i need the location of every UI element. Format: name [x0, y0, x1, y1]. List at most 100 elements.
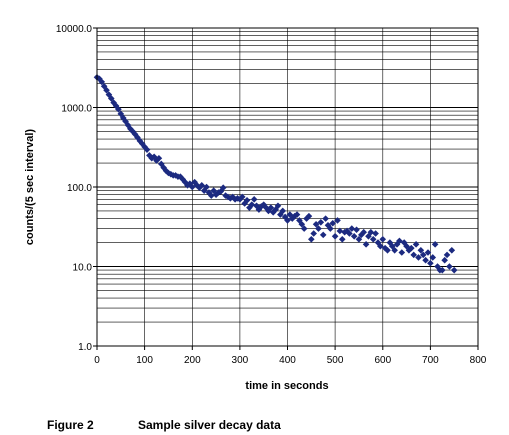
data-point — [415, 254, 422, 261]
data-point — [193, 182, 201, 189]
data-point — [157, 160, 165, 168]
data-point — [322, 215, 329, 222]
data-point — [424, 249, 432, 256]
data-point — [360, 228, 367, 236]
data-point — [215, 189, 222, 196]
data-point — [262, 204, 270, 211]
data-point — [410, 251, 418, 259]
figure-number: Figure 2 — [47, 418, 94, 432]
x-tick-label: 600 — [374, 355, 391, 366]
x-tick-label: 300 — [232, 355, 249, 366]
data-point — [434, 263, 441, 270]
x-tick-label: 0 — [94, 355, 100, 366]
data-point — [107, 95, 115, 102]
data-point — [160, 164, 167, 171]
data-point — [448, 246, 456, 254]
data-point — [260, 201, 267, 208]
data-point — [431, 241, 439, 248]
data-point — [134, 134, 141, 141]
data-point — [255, 206, 263, 213]
data-point — [367, 228, 375, 236]
data-point — [429, 254, 437, 261]
data-point — [446, 263, 453, 270]
x-tick-label: 800 — [470, 355, 487, 366]
data-point — [227, 195, 234, 202]
data-point — [222, 192, 229, 199]
data-point — [312, 220, 320, 228]
x-tick-label: 400 — [279, 355, 296, 366]
data-point — [203, 183, 210, 191]
data-point — [241, 200, 248, 207]
data-point — [124, 121, 132, 129]
y-tick-label: 1.0 — [78, 342, 92, 353]
data-point — [336, 227, 344, 235]
data-point — [317, 218, 325, 226]
data-point — [250, 196, 258, 203]
data-point — [338, 235, 346, 243]
data-point — [310, 230, 317, 237]
data-point — [148, 154, 156, 162]
data-point — [441, 256, 448, 264]
data-point — [372, 230, 379, 237]
x-tick-label: 100 — [136, 355, 153, 366]
data-point — [443, 251, 451, 259]
data-point — [365, 232, 372, 240]
data-point — [234, 195, 241, 202]
data-point — [386, 239, 394, 246]
data-point — [131, 131, 139, 138]
data-point — [391, 246, 398, 254]
data-point — [258, 203, 265, 210]
data-point — [324, 221, 332, 229]
data-point — [417, 246, 425, 254]
data-point — [315, 225, 322, 232]
data-point — [150, 153, 158, 161]
data-point — [300, 225, 308, 232]
data-point — [279, 207, 287, 215]
data-point — [172, 172, 179, 179]
data-point — [327, 225, 334, 232]
data-point — [143, 146, 151, 153]
data-point — [298, 220, 306, 228]
data-point — [419, 251, 427, 259]
data-points — [93, 73, 458, 274]
data-point — [198, 182, 206, 189]
data-point — [393, 241, 401, 248]
data-point — [374, 239, 382, 246]
data-point — [427, 259, 434, 267]
data-point — [348, 225, 356, 232]
data-point — [196, 184, 203, 191]
data-point — [350, 232, 358, 240]
x-axis-label: time in seconds — [245, 380, 328, 392]
x-tick-label: 200 — [184, 355, 201, 366]
data-point — [398, 249, 406, 256]
data-point — [191, 178, 198, 186]
data-point — [205, 189, 213, 196]
data-point — [396, 237, 403, 245]
data-point — [388, 242, 396, 250]
data-point — [293, 211, 301, 218]
data-point — [186, 180, 194, 188]
data-point — [408, 244, 415, 252]
data-point — [284, 217, 291, 224]
data-point — [412, 241, 420, 248]
figure-caption: Sample silver decay data — [138, 418, 281, 432]
data-point — [219, 184, 227, 191]
data-point — [450, 266, 458, 274]
x-tick-label: 700 — [422, 355, 439, 366]
data-point — [277, 211, 284, 218]
data-point — [369, 235, 377, 243]
data-point — [329, 219, 337, 227]
data-point — [319, 231, 327, 239]
data-point — [115, 105, 122, 113]
data-point — [210, 187, 217, 194]
data-point — [246, 204, 253, 211]
data-point — [438, 266, 446, 274]
data-point — [208, 192, 215, 199]
y-axis-label: counts/(5 sec interval) — [24, 129, 36, 245]
data-point — [379, 235, 387, 243]
y-tick-label: 1000.0 — [61, 104, 92, 115]
y-tick-label: 10000.0 — [56, 24, 93, 35]
data-point — [384, 246, 391, 254]
data-point — [98, 78, 106, 86]
data-point — [238, 193, 246, 201]
